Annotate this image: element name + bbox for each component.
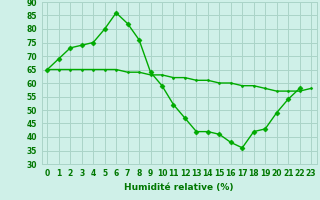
X-axis label: Humidité relative (%): Humidité relative (%) — [124, 183, 234, 192]
